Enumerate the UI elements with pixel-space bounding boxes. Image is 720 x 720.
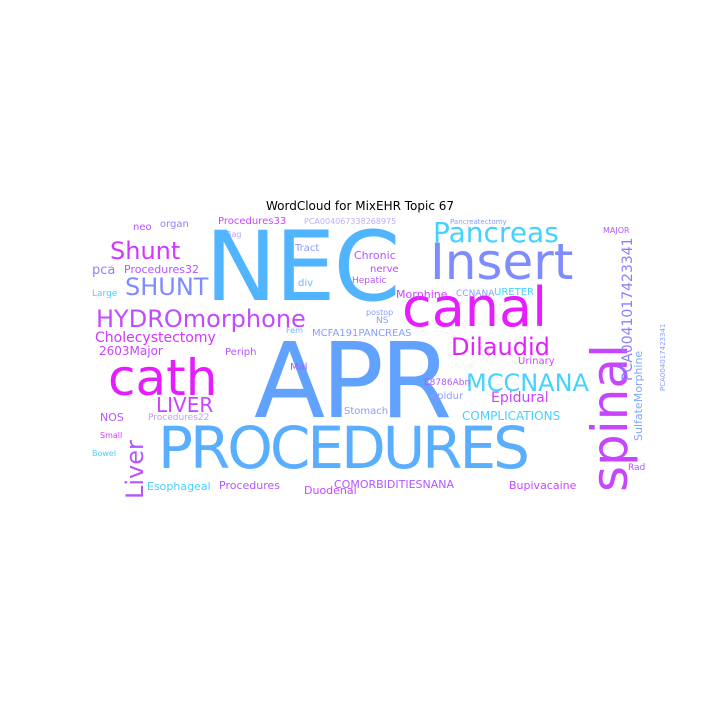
- word: Fem: [286, 326, 303, 335]
- word: epidur: [431, 391, 464, 402]
- word: MCFA191PANCREAS: [312, 328, 412, 339]
- word: MCCNANA: [466, 369, 589, 397]
- word: organ: [160, 219, 189, 230]
- word: SulfateMorphine: [632, 350, 645, 441]
- word: NOS: [100, 411, 124, 424]
- word: Tract: [295, 243, 320, 254]
- word: E8786Abn: [424, 378, 471, 388]
- word: Procedures22: [148, 413, 210, 423]
- word: Bag: [226, 230, 242, 239]
- word: Pancreatectomy: [450, 218, 507, 226]
- word: COMPLICATIONS: [462, 409, 561, 423]
- word: Liver: [121, 440, 149, 499]
- word-cloud: neo organ Bag Procedures33 PCA0040673382…: [90, 211, 667, 500]
- word: PROCEDURES: [158, 414, 530, 482]
- word: CCNANA: [456, 289, 495, 299]
- word: Bowel: [92, 449, 117, 458]
- word: LIVER: [156, 393, 214, 417]
- word: Small: [100, 431, 123, 440]
- word: NEC: [205, 211, 400, 323]
- word: 2603Major: [99, 344, 163, 358]
- word: MAJOR: [603, 226, 630, 235]
- word: Duodenal: [304, 484, 357, 497]
- word: URETER: [494, 287, 534, 298]
- word: nerve: [370, 264, 399, 275]
- word: Mal: [290, 362, 308, 373]
- word: SHUNT: [125, 273, 209, 301]
- word: Procedures33: [218, 216, 287, 227]
- word: Insert: [430, 233, 574, 291]
- word: PCA004017423341: [659, 323, 667, 391]
- word: pca: [92, 263, 116, 278]
- word: NS: [376, 316, 389, 326]
- word: Procedures: [219, 479, 280, 492]
- word: Pancreas: [433, 216, 559, 249]
- chart-title: WordCloud for MixEHR Topic 67: [265, 199, 455, 213]
- word: Rad: [628, 463, 646, 473]
- word: PCA004067338268975: [304, 217, 397, 226]
- word: Epidural: [491, 390, 549, 406]
- word: cath: [108, 349, 218, 407]
- word: Chronic: [354, 249, 396, 262]
- word: Bupivacaine: [509, 479, 577, 492]
- word: Large: [92, 289, 118, 299]
- word: Morphine: [396, 288, 448, 301]
- word: Esophageal: [147, 480, 211, 493]
- word: Procedures32: [124, 263, 199, 276]
- word: Cholecystectomy: [95, 330, 216, 346]
- word: APR: [254, 320, 452, 442]
- word: Urinary: [518, 356, 555, 367]
- word: canal: [402, 276, 548, 339]
- word: Periph: [225, 347, 257, 358]
- word: div: [298, 278, 314, 289]
- word: Shunt: [110, 237, 181, 265]
- word: postop: [366, 308, 394, 317]
- word: neo: [133, 222, 152, 233]
- word: COMORBIDITIESNANA: [334, 478, 455, 491]
- word: HYDROmorphone: [96, 305, 306, 333]
- word: Hepatic: [352, 276, 387, 286]
- word: Dilaudid: [451, 333, 550, 361]
- word: Stomach: [344, 406, 389, 417]
